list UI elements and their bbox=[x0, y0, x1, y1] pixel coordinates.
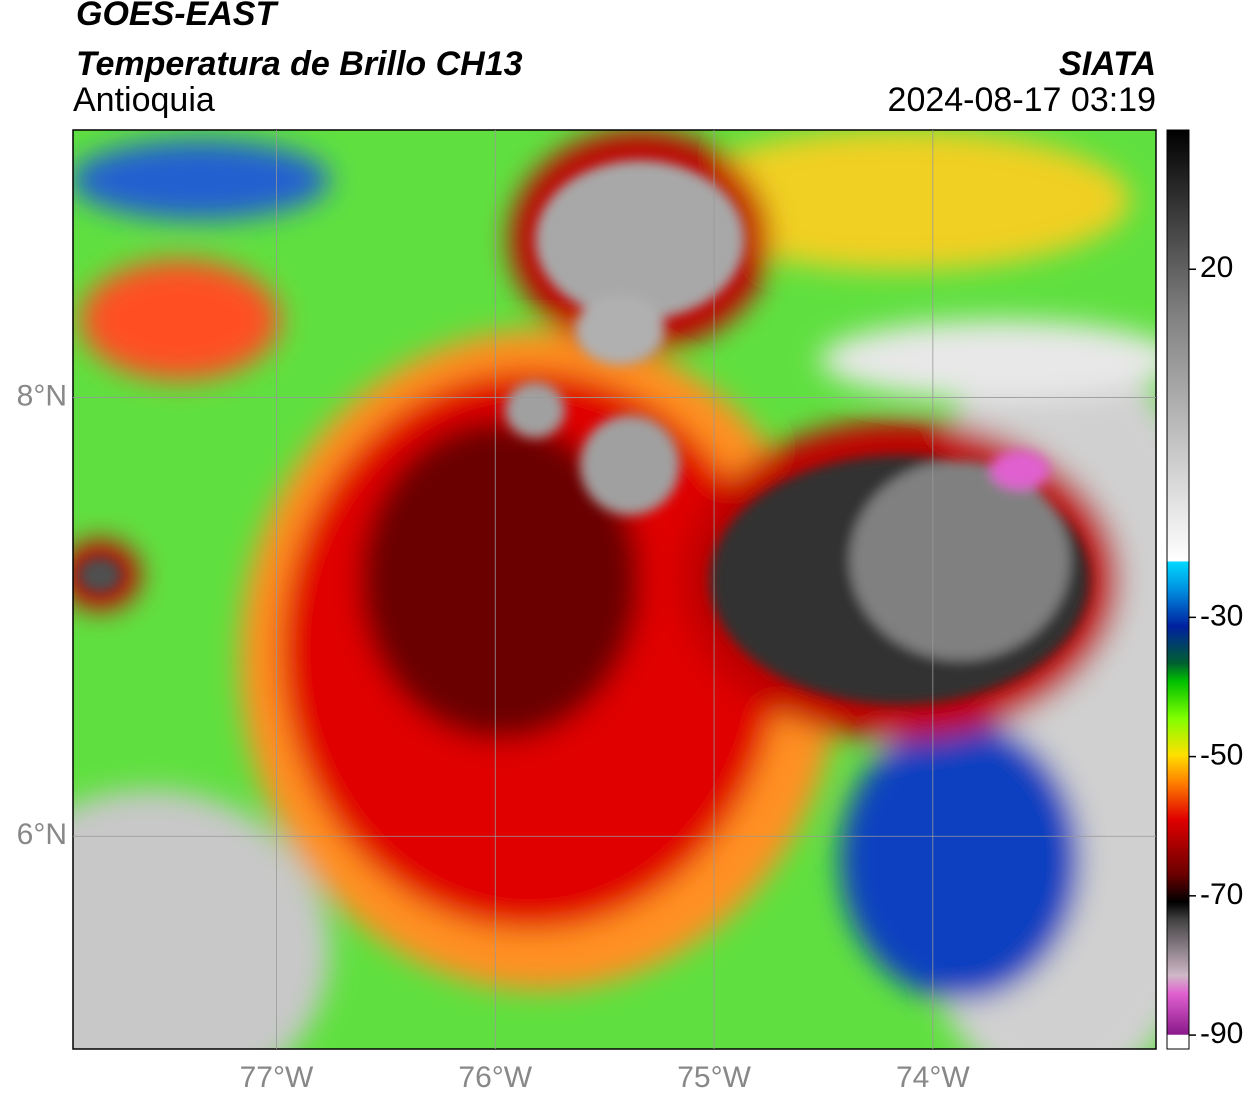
cloud-blob bbox=[670, 130, 1130, 270]
cold-tops bbox=[78, 160, 1090, 705]
cloud-blob bbox=[360, 420, 640, 740]
x-tick-label: 77°W bbox=[240, 1061, 314, 1094]
cloud-blob bbox=[990, 450, 1050, 490]
source: SIATA bbox=[1059, 45, 1156, 83]
cloud-blob bbox=[850, 460, 1070, 660]
colorbar-tick-label: -50 bbox=[1200, 739, 1243, 772]
cloud-blob bbox=[73, 790, 330, 1049]
colorbar-tick-label: -90 bbox=[1200, 1017, 1243, 1050]
cloud-blob bbox=[535, 160, 745, 320]
map-frame bbox=[72, 129, 1157, 1050]
y-tick-label: 8°N bbox=[17, 380, 67, 413]
cloud-blob bbox=[80, 260, 280, 380]
y-tick-label: 6°N bbox=[17, 818, 67, 851]
colorbar-tick-label: -30 bbox=[1200, 599, 1243, 632]
colorbar bbox=[1166, 129, 1190, 1050]
subtitle: Temperatura de Brillo CH13 bbox=[76, 45, 523, 83]
cloud-blob bbox=[73, 140, 330, 220]
region: Antioquia bbox=[73, 81, 215, 119]
cloud-blob bbox=[840, 720, 1080, 1000]
cloud-blob bbox=[78, 557, 122, 593]
cloud-blob bbox=[575, 295, 665, 365]
satellite-image bbox=[73, 130, 1156, 1049]
title: GOES-EAST bbox=[76, 0, 279, 33]
timestamp: 2024-08-17 03:19 bbox=[888, 81, 1156, 119]
cloud-blob bbox=[505, 382, 565, 438]
x-tick-label: 74°W bbox=[896, 1061, 970, 1094]
x-tick-label: 76°W bbox=[458, 1061, 532, 1094]
colorbar-tick-label: -70 bbox=[1200, 878, 1243, 911]
colorbar-tick-label: 20 bbox=[1200, 251, 1233, 284]
cloud-blob bbox=[820, 320, 1156, 400]
cloud-blob bbox=[580, 415, 680, 515]
x-tick-label: 75°W bbox=[677, 1061, 751, 1094]
